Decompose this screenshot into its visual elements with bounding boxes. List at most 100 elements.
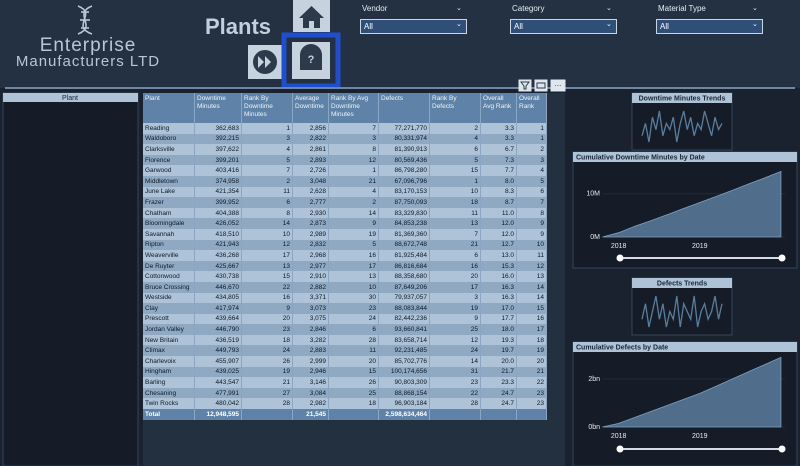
table-cell: Westside <box>143 292 195 304</box>
table-cell: 2,726 <box>292 165 329 176</box>
table-row: Clarksville 397,622 4 2,861 8 81,390,913 6 6.7 2 <box>143 144 547 155</box>
table-cell: 449,793 <box>194 345 242 357</box>
table-cell: 5 <box>241 154 293 166</box>
table-cell: 21 <box>429 239 481 251</box>
table-cell: 2 <box>328 197 379 208</box>
table-cell: 19 <box>241 366 293 378</box>
table-cell: 6.7 <box>480 144 517 155</box>
table-cell: Hingham <box>143 366 195 378</box>
table-cell: 8.0 <box>480 175 517 187</box>
table-row: Reading 362,683 1 2,856 7 77,271,770 2 3.3 1 <box>143 123 547 134</box>
table-row: Prescott 439,664 20 3,075 24 82,442,236 9 17.7 1… <box>143 313 547 325</box>
table-cell: 11 <box>241 186 293 198</box>
table-cell: 85,702,776 <box>378 356 430 367</box>
table-cell: 421,354 <box>194 186 242 198</box>
table-cell: 19.3 <box>480 334 517 346</box>
column-header[interactable]: Average Downtime <box>292 93 329 123</box>
plant-slicer[interactable] <box>2 92 139 466</box>
table-cell: 7.7 <box>480 165 517 176</box>
total-cell <box>516 409 547 420</box>
table-cell: Charlevoix <box>143 356 195 367</box>
column-header[interactable]: Defects <box>378 93 430 123</box>
table-cell: 92,231,485 <box>378 345 430 357</box>
table-cell: 19 <box>429 303 481 314</box>
filter-chevron: ⌄ <box>752 5 758 12</box>
table-cell: 10 <box>328 281 379 293</box>
table-cell: 17 <box>241 250 293 261</box>
table-cell: 455,907 <box>194 356 242 367</box>
table-cell: Bruce Crossing <box>143 281 195 293</box>
table-cell: 2,883 <box>292 345 329 357</box>
table-cell: 15 <box>516 303 547 314</box>
table-cell: 13 <box>516 271 547 282</box>
table: Plant Downtime Minutes Rank By Downtime Mi… <box>143 93 547 420</box>
table-cell: 4 <box>516 165 547 176</box>
table-cell: 1 <box>328 165 379 176</box>
table-cell: 31 <box>429 366 481 378</box>
table-cell: 7 <box>328 123 379 134</box>
column-header[interactable]: Downtime Minutes <box>194 93 242 123</box>
table-cell: 93,660,841 <box>378 324 430 335</box>
column-header[interactable]: Rank By Avg Downtime Minutes <box>328 93 379 123</box>
table-cell: Twin Rocks <box>143 398 195 410</box>
table-cell: 19.7 <box>480 345 517 357</box>
table-cell: 6 <box>516 186 547 198</box>
table-cell: 16 <box>429 260 481 272</box>
table-cell: 12 <box>429 334 481 346</box>
home-button[interactable] <box>293 0 330 32</box>
table-row: Hingham 439,025 19 2,946 15 100,174,656 31 21.7… <box>143 366 547 378</box>
table-row: De Ruyter 425,667 13 2,977 17 86,816,684 16 15.… <box>143 260 547 272</box>
visual-header-icons[interactable]: ... <box>518 79 566 92</box>
table-cell: 12 <box>328 154 379 166</box>
table-cell: June Lake <box>143 186 195 198</box>
table-cell: 430,738 <box>194 271 242 282</box>
table-cell: 81,925,484 <box>378 250 430 261</box>
selection-highlight <box>281 32 341 89</box>
table-cell: 9 <box>429 313 481 325</box>
table-cell: 434,805 <box>194 292 242 304</box>
table-cell: 21.7 <box>480 366 517 378</box>
table-cell: 5 <box>429 154 481 166</box>
table-cell: 17.0 <box>480 303 517 314</box>
column-header[interactable]: Rank By Defects <box>429 93 481 123</box>
table-row: Jordan Valley 446,790 23 2,846 6 93,660,841 25… <box>143 324 547 335</box>
table-cell: Jordan Valley <box>143 324 195 335</box>
table-cell: 2,977 <box>292 260 329 272</box>
help-button[interactable]: ? <box>292 42 330 79</box>
table-cell: 9 <box>516 218 547 229</box>
table-cell: 6 <box>328 324 379 335</box>
table-cell: Frazer <box>143 197 195 208</box>
column-header[interactable]: Overall Avg Rank <box>480 93 517 123</box>
table-cell: 21 <box>241 377 293 388</box>
table-row: Waldoboro 392,215 3 2,822 3 80,331,974 4 3.3 1 <box>143 133 547 145</box>
table-cell: 16.0 <box>480 271 517 282</box>
table-cell: 403,416 <box>194 165 242 176</box>
table-cell: 3,371 <box>292 292 329 304</box>
table-cell: 22 <box>241 281 293 293</box>
table-cell: 24 <box>241 345 293 357</box>
table-cell: 4 <box>241 144 293 155</box>
filter-dropdown[interactable]: All <box>656 19 763 34</box>
table-cell: 9 <box>516 228 547 240</box>
table-row: Frazer 399,952 6 2,777 2 87,750,093 18 8.7 7 <box>143 197 547 208</box>
table-row: Savannah 418,510 10 2,989 19 81,369,360 7 12.0 9 <box>143 228 547 240</box>
next-button[interactable] <box>248 45 282 79</box>
column-header[interactable]: Overall Rank <box>516 93 547 123</box>
table-cell: 11 <box>328 345 379 357</box>
filter-dropdown[interactable]: All <box>360 19 467 34</box>
table-cell: 81,369,360 <box>378 228 430 240</box>
total-cell <box>429 409 481 420</box>
table-cell: 67,096,796 <box>378 175 430 187</box>
column-header[interactable]: Rank By Downtime Minutes <box>241 93 293 123</box>
filter-dropdown[interactable]: All <box>510 19 617 34</box>
dropdown-chevron: ⌄ <box>606 21 612 28</box>
table-cell: Prescott <box>143 313 195 325</box>
table-cell: 24 <box>429 345 481 357</box>
column-header[interactable]: Plant <box>143 93 195 123</box>
table-cell: Clay <box>143 303 195 314</box>
table-row: Clay 417,974 9 3,073 23 88,083,844 19 17.0 15 <box>143 303 547 314</box>
table-cell: 80,569,436 <box>378 154 430 166</box>
table-row: Twin Rocks 480,042 28 2,982 18 96,903,184 28 24… <box>143 398 547 410</box>
table-cell: Chesaning <box>143 387 195 399</box>
